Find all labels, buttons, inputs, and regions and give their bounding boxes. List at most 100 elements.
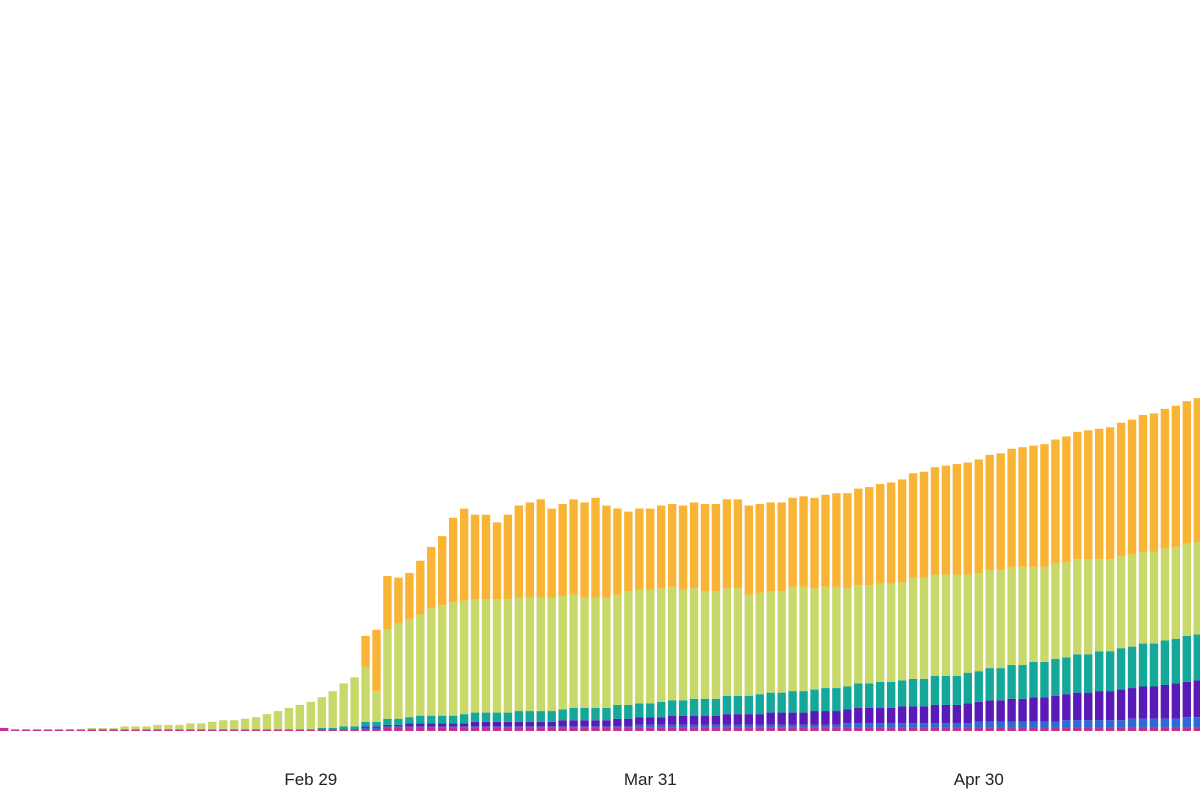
bar-segment-1-59 — [646, 724, 655, 728]
bar-segment-4-22 — [240, 718, 250, 730]
bar-segment-5-51 — [558, 503, 567, 596]
bar-segment-5-92 — [1007, 448, 1016, 567]
bar-segment-0-9 — [98, 729, 107, 731]
bar-segment-2-77 — [843, 709, 852, 724]
bar-segment-5-58 — [635, 508, 644, 590]
bar-segment-3-62 — [678, 700, 688, 716]
bar-segment-0-108 — [1182, 727, 1191, 731]
bar-segment-0-30 — [328, 729, 337, 731]
bar-segment-4-99 — [1084, 559, 1093, 655]
bar-segment-0-32 — [350, 729, 359, 731]
bar-segment-2-48 — [525, 721, 534, 727]
bar-segment-3-73 — [799, 691, 808, 713]
bar-segment-3-86 — [941, 675, 951, 705]
bar-segment-0-74 — [810, 727, 819, 731]
bar-segment-4-60 — [657, 588, 666, 702]
bar-segment-2-35 — [383, 724, 392, 727]
bar-segment-3-51 — [558, 709, 567, 721]
bar-segment-2-45 — [492, 721, 502, 727]
bar-segment-2-55 — [602, 720, 611, 727]
bar-segment-0-59 — [646, 727, 655, 731]
bar-segment-0-69 — [755, 727, 764, 731]
bar-segment-5-103 — [1127, 419, 1137, 555]
bar-segment-3-47 — [514, 711, 524, 722]
bar-segment-0-91 — [996, 727, 1005, 731]
bar-segment-4-61 — [667, 586, 677, 701]
bar-segment-3-75 — [821, 688, 830, 712]
bar-segment-3-83 — [908, 678, 918, 707]
bar-segment-4-81 — [886, 583, 896, 682]
bar-segment-0-107 — [1171, 727, 1181, 731]
bar-segment-3-48 — [525, 711, 534, 722]
bar-segment-1-70 — [766, 724, 775, 728]
bar-segment-5-53 — [580, 502, 589, 598]
bar-segment-2-70 — [766, 712, 775, 725]
bar-segment-2-64 — [700, 715, 710, 725]
bar-segment-3-98 — [1073, 654, 1082, 693]
bar-segment-0-104 — [1138, 727, 1148, 731]
bar-segment-5-98 — [1073, 431, 1082, 560]
bar-segment-2-74 — [810, 711, 819, 725]
bar-segment-2-101 — [1105, 691, 1115, 721]
bar-segment-4-102 — [1116, 556, 1126, 649]
bar-segment-4-33 — [361, 666, 370, 722]
bar-segment-3-72 — [788, 691, 797, 713]
bar-segment-0-92 — [1007, 727, 1016, 731]
bar-segment-5-52 — [569, 499, 578, 595]
bar-segment-2-84 — [919, 706, 929, 724]
bar-segment-1-46 — [503, 726, 513, 728]
bar-segment-1-67 — [733, 724, 743, 728]
bar-segment-4-19 — [208, 721, 217, 730]
bar-segment-5-50 — [547, 508, 556, 598]
bar-segment-5-60 — [657, 505, 666, 589]
bar-segment-1-45 — [492, 726, 502, 728]
bar-segment-5-69 — [755, 503, 764, 593]
bar-segment-5-94 — [1029, 445, 1038, 567]
bar-segment-4-13 — [142, 726, 151, 730]
bar-segment-3-92 — [1007, 665, 1016, 699]
bar-segment-1-55 — [602, 726, 611, 728]
bar-segment-5-59 — [646, 508, 655, 590]
bar-segment-2-43 — [470, 721, 480, 727]
x-tick-label: Feb 29 — [284, 770, 337, 789]
bar-segment-3-78 — [854, 683, 863, 708]
bar-segment-5-43 — [470, 514, 480, 600]
bar-segment-4-105 — [1149, 551, 1159, 644]
bar-segment-4-34 — [372, 691, 381, 722]
bar-segment-0-39 — [427, 727, 436, 731]
bar-segment-0-22 — [240, 729, 250, 731]
bar-segment-2-90 — [985, 700, 994, 722]
bar-segment-0-31 — [339, 729, 348, 731]
bar-segment-3-50 — [547, 711, 556, 722]
bar-segment-1-99 — [1084, 720, 1093, 728]
bar-segment-0-5 — [54, 729, 64, 731]
bar-segment-5-74 — [810, 497, 819, 589]
bar-segment-3-105 — [1149, 643, 1159, 687]
bar-segment-3-45 — [492, 712, 502, 722]
bar-segment-2-87 — [952, 704, 962, 724]
bar-segment-3-102 — [1116, 648, 1126, 690]
bar-segment-3-63 — [689, 698, 699, 716]
bar-segment-3-90 — [985, 668, 994, 701]
bar-segment-4-43 — [470, 599, 480, 713]
bar-segment-5-104 — [1138, 414, 1148, 552]
bar-segment-2-46 — [503, 721, 513, 727]
bar-segment-4-63 — [689, 588, 699, 699]
bar-segment-1-81 — [886, 723, 896, 728]
bar-segment-0-80 — [876, 727, 885, 731]
bar-segment-5-48 — [525, 502, 534, 598]
bar-segment-4-104 — [1138, 551, 1148, 644]
bar-segment-1-90 — [985, 721, 994, 728]
bar-segment-3-30 — [328, 727, 337, 730]
bar-segment-0-20 — [219, 729, 228, 731]
bar-segment-0-29 — [317, 729, 326, 731]
bar-segment-0-75 — [821, 727, 830, 731]
bar-segment-3-29 — [317, 727, 326, 730]
bar-segment-1-76 — [832, 724, 841, 728]
bar-segment-0-15 — [164, 729, 173, 731]
bar-segment-4-74 — [810, 588, 819, 690]
bar-segment-5-107 — [1171, 405, 1181, 547]
bar-segment-1-92 — [1007, 721, 1016, 728]
bar-segment-1-102 — [1116, 720, 1126, 728]
